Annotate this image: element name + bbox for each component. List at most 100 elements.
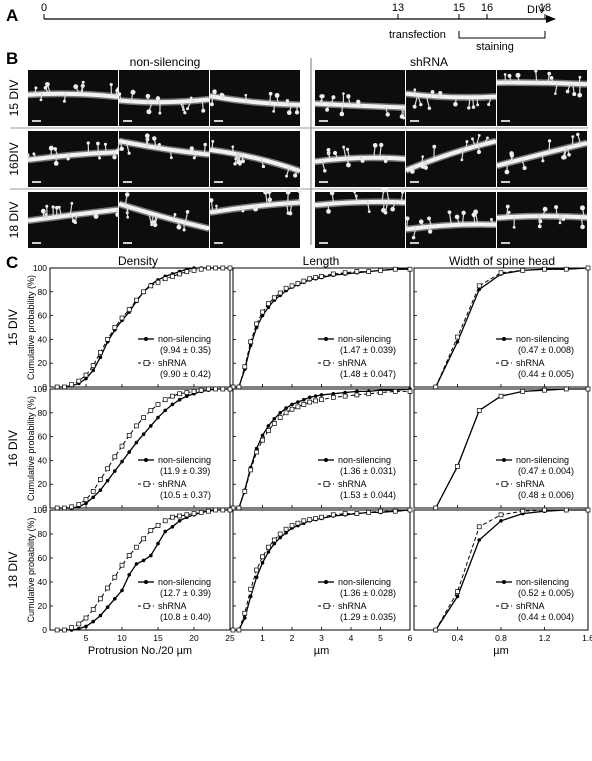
point-shrna bbox=[378, 390, 383, 395]
point-shrna bbox=[98, 477, 103, 482]
y-axis-label: Cumulative probability (%) bbox=[26, 396, 36, 501]
y-tick-label: 0 bbox=[42, 382, 47, 392]
series-line-shrna bbox=[435, 509, 588, 631]
staining-label: staining bbox=[476, 41, 514, 53]
point-shrna bbox=[170, 393, 175, 399]
point-shrna bbox=[271, 421, 277, 426]
point-shrna bbox=[520, 389, 526, 394]
point-non-silencing bbox=[84, 501, 88, 506]
point-shrna bbox=[220, 386, 226, 392]
point-shrna bbox=[295, 281, 301, 286]
point-shrna bbox=[155, 523, 161, 528]
point-non-silencing bbox=[302, 397, 306, 402]
point-shrna bbox=[184, 269, 190, 274]
legend-stat-shrna: (1.29 ± 0.035) bbox=[340, 612, 396, 622]
point-shrna bbox=[177, 271, 182, 277]
point-non-silencing bbox=[98, 488, 103, 492]
x-tick-label: 25 bbox=[225, 633, 235, 643]
point-shrna bbox=[162, 518, 168, 524]
point-shrna bbox=[542, 507, 547, 513]
point-shrna bbox=[119, 315, 125, 321]
point-shrna bbox=[455, 334, 460, 340]
point-non-silencing bbox=[127, 573, 131, 577]
plot-panel: non-silencing(1.36 ± 0.031) shRNA(1.53 ± … bbox=[230, 387, 413, 511]
point-shrna bbox=[342, 270, 348, 276]
panel-a: A 0 13 15 16 18 DIV transfection staining bbox=[6, 2, 556, 53]
column-title-width: Width of spine head bbox=[449, 254, 555, 268]
legend-stat-non-silencing: (1.47 ± 0.039) bbox=[340, 345, 396, 355]
point-non-silencing bbox=[149, 553, 153, 558]
y-tick-label: 0 bbox=[42, 503, 47, 513]
point-shrna bbox=[313, 398, 318, 404]
point-non-silencing bbox=[260, 433, 265, 438]
point-shrna bbox=[295, 404, 301, 410]
timeline-ticks: 0 13 15 16 18 bbox=[41, 2, 551, 19]
point-shrna bbox=[248, 467, 254, 473]
point-shrna bbox=[213, 386, 218, 392]
micrograph-tile bbox=[496, 192, 588, 248]
point-shrna bbox=[148, 283, 154, 289]
point-non-silencing bbox=[278, 535, 283, 540]
point-shrna bbox=[76, 502, 82, 507]
point-shrna bbox=[206, 265, 211, 271]
point-shrna bbox=[433, 627, 439, 633]
plot-legend: non-silencing(11.9 ± 0.39) shRNA(10.5 ± 0… bbox=[138, 455, 211, 500]
point-shrna bbox=[105, 585, 110, 591]
point-shrna bbox=[407, 507, 413, 513]
x-tick-label: 0.8 bbox=[495, 633, 507, 643]
point-non-silencing bbox=[477, 538, 482, 542]
point-shrna bbox=[220, 265, 226, 271]
point-shrna bbox=[455, 589, 460, 594]
point-shrna bbox=[476, 283, 482, 289]
y-tick-label: 100 bbox=[33, 384, 47, 394]
point-shrna bbox=[184, 512, 190, 518]
point-non-silencing bbox=[141, 432, 146, 437]
point-shrna bbox=[342, 511, 348, 516]
point-shrna bbox=[542, 387, 547, 393]
point-non-silencing bbox=[91, 368, 95, 373]
micrograph-tile bbox=[27, 70, 120, 126]
point-shrna bbox=[354, 269, 360, 274]
x-tick-label: 20 bbox=[189, 633, 199, 643]
point-shrna bbox=[213, 507, 218, 513]
point-shrna bbox=[112, 574, 118, 580]
plot-row-label: 16 DIV bbox=[6, 430, 20, 467]
point-shrna bbox=[283, 285, 289, 291]
point-non-silencing bbox=[248, 594, 253, 599]
point-non-silencing bbox=[272, 416, 277, 421]
point-shrna bbox=[392, 389, 398, 394]
plot-legend: non-silencing(1.36 ± 0.028) shRNA(1.29 ± … bbox=[318, 577, 396, 622]
point-non-silencing bbox=[149, 424, 153, 428]
point-shrna bbox=[498, 270, 504, 276]
point-shrna bbox=[354, 392, 360, 398]
timeline-tick-label: 18 bbox=[539, 2, 551, 14]
point-shrna bbox=[266, 544, 271, 550]
point-shrna bbox=[307, 276, 313, 282]
y-axis-label: Cumulative probability (%) bbox=[26, 517, 36, 622]
point-shrna bbox=[236, 505, 242, 511]
point-shrna bbox=[119, 562, 125, 568]
plot-legend: non-silencing(0.52 ± 0.005) shRNA(0.44 ± … bbox=[496, 577, 574, 622]
legend-stat-non-silencing: (9.94 ± 0.35) bbox=[160, 345, 211, 355]
point-shrna bbox=[191, 268, 197, 273]
legend-label-shrna: shRNA bbox=[158, 479, 187, 489]
point-non-silencing bbox=[266, 424, 271, 428]
legend-stat-shrna: (1.48 ± 0.047) bbox=[340, 369, 396, 379]
point-non-silencing bbox=[343, 390, 347, 395]
point-shrna bbox=[126, 307, 132, 312]
point-shrna bbox=[90, 488, 96, 494]
point-non-silencing bbox=[105, 478, 110, 483]
point-non-silencing bbox=[284, 531, 288, 535]
point-shrna bbox=[585, 265, 591, 271]
micrograph-row-label: 16DIV bbox=[7, 142, 21, 175]
plot-panel: 0 20 40 60 80 100 5 10 15 20 25 Protrusion No./20 µ… bbox=[6, 505, 235, 657]
point-shrna bbox=[283, 410, 289, 416]
point-shrna bbox=[141, 415, 146, 420]
point-shrna bbox=[54, 384, 60, 390]
point-shrna bbox=[134, 423, 139, 429]
timeline-arrowhead bbox=[546, 15, 556, 23]
legend-label-non-silencing: non-silencing bbox=[516, 455, 569, 465]
point-non-silencing bbox=[156, 415, 160, 420]
point-non-silencing bbox=[272, 541, 277, 546]
